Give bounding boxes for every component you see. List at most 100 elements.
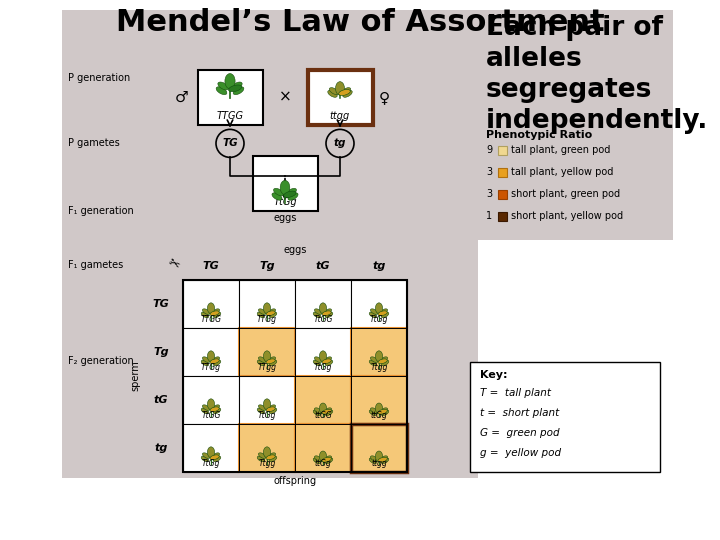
Bar: [307, 70, 372, 125]
Ellipse shape: [341, 87, 351, 94]
Text: Tg: Tg: [259, 261, 275, 271]
Ellipse shape: [343, 90, 352, 97]
Text: ttGg: ttGg: [315, 459, 331, 468]
Ellipse shape: [378, 409, 387, 414]
Ellipse shape: [210, 359, 220, 363]
Ellipse shape: [313, 410, 321, 416]
Text: Mendel’s Law of Assortment: Mendel’s Law of Assortment: [116, 8, 604, 37]
Ellipse shape: [315, 357, 322, 362]
Bar: [183, 280, 407, 472]
Text: 9: 9: [486, 145, 492, 155]
Ellipse shape: [258, 357, 266, 362]
Ellipse shape: [274, 188, 284, 195]
Ellipse shape: [375, 403, 382, 414]
Ellipse shape: [201, 360, 209, 366]
Ellipse shape: [315, 309, 322, 314]
Text: TG: TG: [153, 299, 169, 309]
Bar: [498, 168, 507, 177]
Bar: [470, 362, 660, 472]
Bar: [295, 280, 351, 328]
Text: G =  green pod: G = green pod: [480, 428, 559, 438]
Ellipse shape: [269, 312, 276, 318]
Ellipse shape: [268, 453, 276, 458]
Ellipse shape: [329, 87, 338, 94]
Ellipse shape: [264, 351, 271, 362]
Ellipse shape: [322, 359, 331, 363]
Bar: [351, 424, 407, 472]
Text: Ttgg: Ttgg: [370, 363, 387, 372]
Ellipse shape: [375, 351, 382, 362]
Ellipse shape: [380, 309, 387, 314]
Text: TG: TG: [202, 261, 220, 271]
Text: TtGg: TtGg: [273, 197, 297, 207]
Ellipse shape: [207, 303, 215, 314]
Ellipse shape: [313, 312, 321, 318]
Bar: [183, 328, 239, 376]
Text: TtGg: TtGg: [314, 363, 332, 372]
Ellipse shape: [257, 408, 265, 414]
Ellipse shape: [212, 453, 220, 458]
Ellipse shape: [266, 311, 275, 316]
Text: T =  tall plant: T = tall plant: [480, 388, 551, 398]
Ellipse shape: [324, 456, 332, 461]
Ellipse shape: [202, 309, 210, 314]
Text: ttgg: ttgg: [371, 459, 387, 468]
Ellipse shape: [322, 457, 331, 462]
Ellipse shape: [315, 456, 322, 461]
Text: ttgg: ttgg: [330, 111, 350, 121]
Bar: [498, 190, 507, 199]
Text: 1: 1: [486, 211, 492, 221]
Ellipse shape: [378, 359, 387, 363]
Ellipse shape: [210, 311, 220, 316]
Ellipse shape: [212, 309, 220, 314]
Ellipse shape: [380, 408, 387, 414]
Text: ♀: ♀: [379, 90, 390, 105]
Text: TtGg: TtGg: [370, 315, 388, 324]
Bar: [239, 328, 295, 376]
Ellipse shape: [213, 360, 221, 366]
Ellipse shape: [207, 399, 215, 410]
Ellipse shape: [378, 457, 387, 462]
Ellipse shape: [202, 405, 210, 410]
Ellipse shape: [370, 408, 378, 414]
Bar: [239, 280, 295, 328]
Text: TtGG: TtGG: [313, 315, 333, 324]
Ellipse shape: [287, 188, 297, 195]
Ellipse shape: [272, 193, 282, 200]
Text: TTGg: TTGg: [201, 363, 221, 372]
Text: ✂: ✂: [164, 255, 181, 273]
Text: P gametes: P gametes: [68, 138, 120, 149]
Ellipse shape: [264, 399, 271, 410]
Text: F₂ generation: F₂ generation: [68, 356, 134, 366]
Ellipse shape: [233, 87, 244, 94]
Ellipse shape: [268, 405, 276, 410]
Ellipse shape: [213, 408, 221, 414]
Bar: [62, 10, 478, 478]
Ellipse shape: [336, 82, 344, 95]
Ellipse shape: [202, 453, 210, 458]
Ellipse shape: [315, 408, 322, 414]
Ellipse shape: [370, 357, 378, 362]
Text: Each pair of
alleles
segregates
independently.: Each pair of alleles segregates independ…: [486, 15, 708, 134]
Ellipse shape: [322, 311, 331, 316]
Bar: [295, 328, 351, 376]
Bar: [239, 376, 295, 424]
Text: Phenotypic Ratio: Phenotypic Ratio: [486, 130, 593, 140]
Bar: [351, 376, 407, 424]
Text: tG: tG: [154, 395, 168, 405]
Ellipse shape: [257, 360, 265, 366]
Ellipse shape: [258, 309, 266, 314]
Text: TG: TG: [222, 138, 238, 149]
Text: tg: tg: [334, 138, 346, 149]
Text: tg: tg: [154, 443, 168, 453]
Ellipse shape: [313, 458, 321, 463]
Text: tall plant, yellow pod: tall plant, yellow pod: [511, 167, 613, 177]
Ellipse shape: [325, 360, 333, 366]
Text: TtGg: TtGg: [202, 459, 220, 468]
Ellipse shape: [378, 311, 387, 316]
Ellipse shape: [269, 360, 276, 366]
Bar: [183, 376, 239, 424]
Bar: [295, 376, 351, 424]
Text: 3: 3: [486, 167, 492, 177]
Ellipse shape: [258, 453, 266, 458]
